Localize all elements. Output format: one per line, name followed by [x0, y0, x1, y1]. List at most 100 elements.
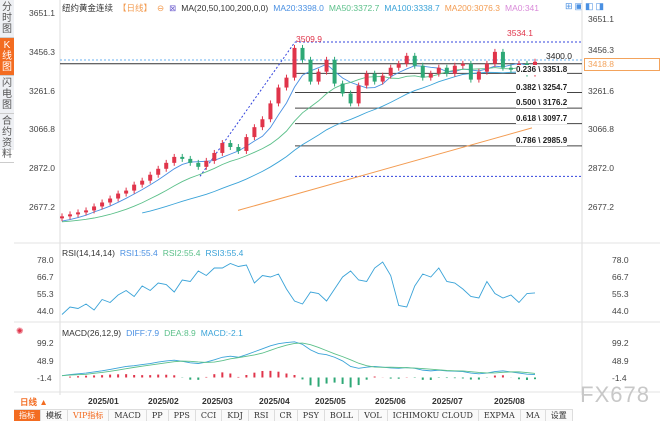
date-label: 2025/06	[375, 396, 406, 406]
macd-dea-line	[61, 342, 536, 377]
candle-body	[220, 143, 225, 153]
ma100-value: MA100:3338.7	[384, 3, 440, 13]
date-label: 2025/02	[148, 396, 179, 406]
candle-body	[372, 73, 377, 82]
candle-body	[84, 210, 89, 213]
candle-body	[300, 47, 305, 60]
toolbar-ma[interactable]: MA	[521, 410, 546, 421]
candle-body	[444, 67, 449, 74]
macd-settings-icon[interactable]: ✺	[16, 326, 24, 336]
candle-body	[284, 77, 289, 88]
tab-flash[interactable]: 闪电图	[0, 76, 14, 114]
instrument-title: 纽约黄金连续	[62, 3, 114, 13]
price-axis-right-3: 3066.8	[588, 124, 614, 134]
date-label: 2025/01	[88, 396, 119, 406]
rsi-axis-3: 44.0	[37, 306, 54, 316]
rsi-axis-1: 66.7	[37, 272, 54, 282]
toolbar-rsi[interactable]: RSI	[249, 410, 275, 421]
candle-body	[116, 193, 121, 199]
candle-body	[228, 143, 233, 147]
price-axis-left-1: 3456.3	[29, 47, 55, 57]
ma20-line	[61, 62, 536, 222]
fib-level-0786: 0.786 \ 2985.9	[516, 136, 568, 146]
toolbar-vol[interactable]: VOL	[359, 410, 388, 421]
rsi-header: RSI(14,14,14) RSI1:55.4 RSI2:55.4 RSI3:55.4	[62, 248, 248, 258]
rsi-axis-right-3: 44.0	[612, 306, 629, 316]
period-label[interactable]: 【日线】	[118, 3, 153, 13]
candle-body	[412, 55, 417, 66]
fib-level-0382: 0.382 \ 3254.7	[516, 83, 568, 93]
high-annotation-1: 3509.9	[296, 34, 322, 44]
candle-body	[268, 103, 273, 120]
price-axis-left-0: 3651.1	[29, 8, 55, 18]
toolbar-pp[interactable]: PP	[147, 410, 169, 421]
candle-body	[164, 162, 169, 169]
candle-body	[260, 119, 265, 128]
price-axis-left-5: 2677.2	[29, 202, 55, 212]
candle-body	[180, 156, 185, 159]
candle-body	[460, 63, 465, 66]
candle-body	[148, 174, 153, 181]
candle-body	[252, 127, 257, 138]
ma20-value: MA20:3398.0	[273, 3, 324, 13]
toolbar-macd[interactable]: MACD	[109, 410, 147, 421]
fib-level-0618: 0.618 \ 3097.7	[516, 114, 568, 124]
ma-settings-icon[interactable]: ⊠	[169, 3, 177, 13]
macd-label: MACD(26,12,9)	[62, 328, 122, 338]
toolbar-pps[interactable]: PPS	[169, 410, 196, 421]
period-select[interactable]: 日线 ▲	[20, 397, 48, 407]
candle-body	[500, 51, 505, 68]
toolbar-indicators[interactable]: 指标	[14, 410, 41, 421]
toolbar-settings[interactable]: 设置	[546, 410, 573, 421]
candle-body	[276, 87, 281, 104]
chart-header: 纽约黄金连续 【日线】 ⊖ ⊠ MA(20,50,100,200,0,0) MA20:33…	[62, 3, 544, 13]
toolbar-boll[interactable]: BOLL	[325, 410, 360, 421]
chart-tool-icons[interactable]: ⊞▣◧◨	[565, 1, 607, 11]
toolbar-ichimoku[interactable]: ICHIMOKU CLOUD	[388, 410, 479, 421]
rsi-axis-right-2: 55.3	[612, 289, 629, 299]
ma50-value: MA50:3372.7	[328, 3, 380, 13]
price-axis-right-1: 3456.3	[588, 45, 614, 55]
candle-body	[204, 160, 209, 167]
candle-body	[420, 65, 425, 78]
rsi-label: RSI(14,14,14)	[62, 248, 115, 258]
candle-body	[364, 73, 369, 86]
date-label: 2025/04	[259, 396, 290, 406]
toolbar-cci[interactable]: CCI	[196, 410, 223, 421]
candle-body	[132, 184, 137, 191]
macd-axis-2: -1.4	[37, 373, 52, 383]
lock-icon[interactable]: ⊖	[157, 3, 165, 13]
candle-body	[92, 206, 97, 211]
macd-dea-value: DEA:8.9	[164, 328, 196, 338]
candle-body	[196, 162, 201, 167]
candle-body	[332, 59, 337, 84]
candle-body	[492, 51, 497, 64]
candle-body	[60, 216, 64, 219]
candle-body	[476, 71, 481, 80]
rsi2-value: RSI2:55.4	[162, 248, 201, 258]
candle-body	[188, 158, 193, 163]
toolbar-cr[interactable]: CR	[275, 410, 298, 421]
tab-kline[interactable]: K线图	[0, 38, 14, 76]
toolbar-expma[interactable]: EXPMA	[479, 410, 521, 421]
toolbar-psy[interactable]: PSY	[298, 410, 325, 421]
macd-diff-value: DIFF:7.9	[126, 328, 160, 338]
macd-hist-value: MACD:-2.1	[200, 328, 243, 338]
rsi-axis-right-0: 78.0	[612, 255, 629, 265]
fib-level-0500: 0.500 \ 3176.2	[516, 98, 568, 108]
toolbar-vip[interactable]: VIP指标	[68, 410, 110, 421]
toolbar-kdj[interactable]: KDJ	[222, 410, 249, 421]
macd-axis-right-0: 99.2	[612, 338, 629, 348]
macd-axis-0: 99.2	[37, 338, 54, 348]
tab-timeshare[interactable]: 分时图	[0, 0, 14, 38]
toolbar-templates[interactable]: 模板	[41, 410, 68, 421]
candle-body	[396, 63, 401, 68]
price-axis-right-4: 2872.0	[588, 163, 614, 173]
rsi-axis-right-1: 66.7	[612, 272, 629, 282]
tab-contract-info[interactable]: 合约资料	[0, 114, 14, 163]
current-price-label: 3418.8	[584, 58, 660, 71]
rsi-axis-0: 78.0	[37, 255, 54, 265]
price-axis-left-3: 3066.8	[29, 124, 55, 134]
candle-body	[68, 214, 73, 217]
